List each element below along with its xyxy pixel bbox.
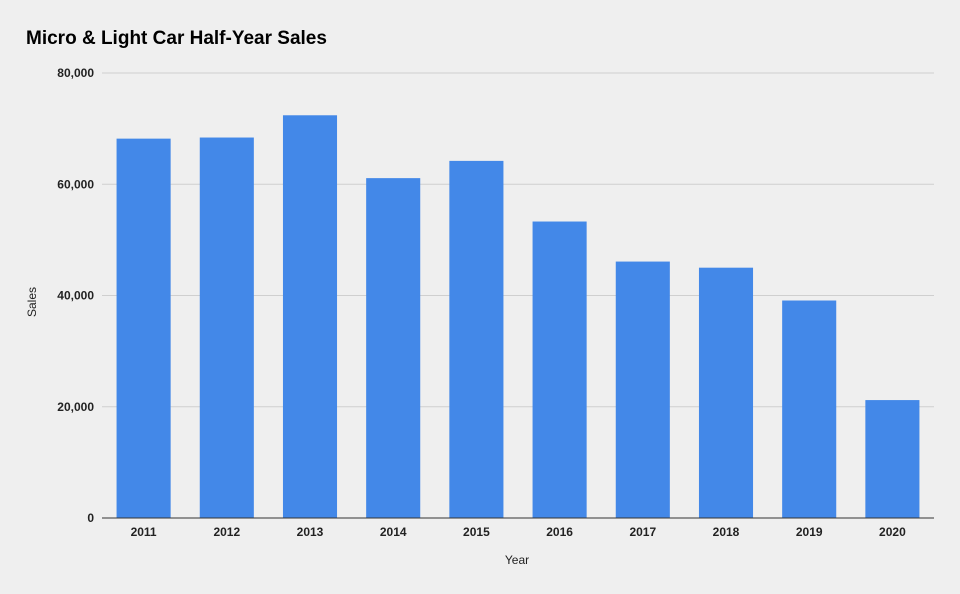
x-tick-label: 2019 — [796, 525, 823, 539]
y-tick-label: 60,000 — [57, 177, 94, 191]
y-tick-label: 80,000 — [57, 66, 94, 80]
bar-2019 — [782, 300, 837, 518]
x-tick-label: 2016 — [546, 525, 573, 539]
bar-2020 — [865, 400, 920, 518]
x-tick-label: 2017 — [629, 525, 656, 539]
x-tick-label: 2011 — [131, 525, 157, 539]
bars — [116, 115, 920, 519]
x-tick-label: 2018 — [713, 525, 740, 539]
x-axis-title: Year — [505, 553, 529, 567]
x-tick-label: 2014 — [380, 525, 407, 539]
y-axis-title: Sales — [25, 287, 39, 317]
chart-title: Micro & Light Car Half-Year Sales — [26, 28, 327, 49]
y-tick-label: 40,000 — [57, 289, 94, 303]
bar-2011 — [116, 138, 171, 518]
x-tick-label: 2013 — [297, 525, 324, 539]
x-axis-ticks: 2011 2012 2013 2014 2015 2016 2017 2018 2019 2020 — [131, 525, 906, 539]
x-tick-label: 2015 — [463, 525, 490, 539]
bar-2018 — [698, 267, 754, 518]
bar-2017 — [615, 261, 670, 518]
bar-2016 — [532, 221, 587, 519]
y-tick-label: 0 — [87, 511, 94, 525]
y-tick-label: 20,000 — [57, 400, 94, 414]
x-tick-label: 2012 — [213, 525, 240, 539]
x-tick-label: 2020 — [879, 525, 906, 539]
bar-2013 — [282, 115, 338, 519]
bar-2012 — [199, 137, 254, 518]
bar-2014 — [366, 178, 421, 518]
bar-2015 — [449, 160, 504, 518]
y-axis-ticks: 0 20,000 40,000 60,000 80,000 — [57, 66, 94, 525]
